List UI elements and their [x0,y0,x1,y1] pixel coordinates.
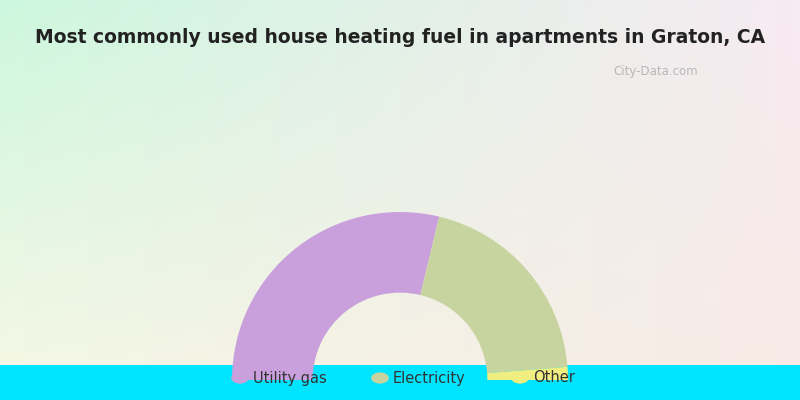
Text: City-Data.com: City-Data.com [614,66,698,78]
Wedge shape [232,212,439,380]
Text: Utility gas: Utility gas [253,370,326,386]
Text: Most commonly used house heating fuel in apartments in Graton, CA: Most commonly used house heating fuel in… [35,28,765,47]
Text: Electricity: Electricity [393,370,466,386]
Text: Other: Other [533,370,574,386]
Bar [0,365,800,400]
Wedge shape [420,217,567,373]
Wedge shape [487,367,568,380]
